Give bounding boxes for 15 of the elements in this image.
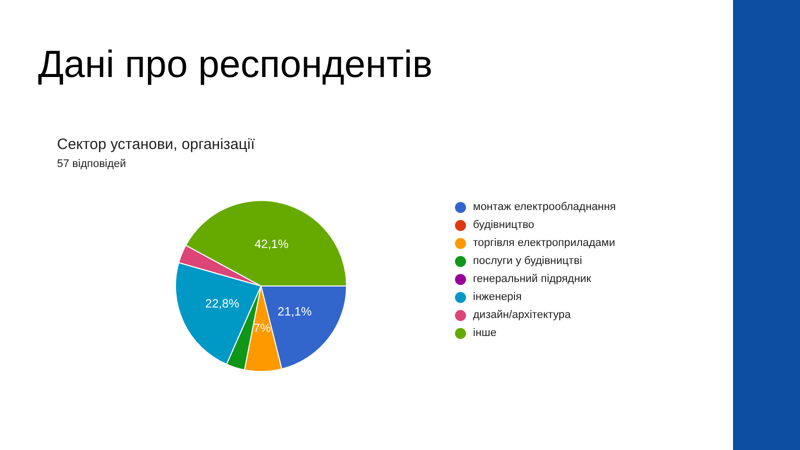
legend-label: дизайн/архітектура — [473, 309, 571, 321]
text: Дані про респондентів — [38, 44, 433, 87]
legend-label: інженерія — [473, 291, 522, 303]
legend-label: інше — [473, 327, 496, 339]
data-label: 7% — [253, 321, 272, 336]
legend-label: торгівля електроприладами — [473, 237, 616, 249]
data-label: 21,1% — [278, 304, 312, 319]
chart-subtitle: 57 відповідей — [57, 158, 126, 170]
data-label: 22,8% — [205, 296, 240, 311]
chart-title: Сектор установи, організації — [57, 136, 255, 153]
data-label: 42,1% — [254, 236, 289, 251]
legend-label: монтаж електрообладнання — [473, 201, 616, 213]
legend-label: послуги у будівництві — [473, 255, 582, 267]
legend-label: будівництво — [473, 219, 534, 231]
legend-label: генеральний підрядник — [473, 273, 592, 285]
